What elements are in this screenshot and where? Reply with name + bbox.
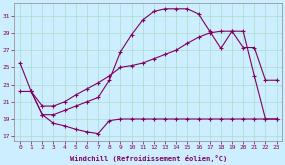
X-axis label: Windchill (Refroidissement éolien,°C): Windchill (Refroidissement éolien,°C) xyxy=(70,155,227,162)
